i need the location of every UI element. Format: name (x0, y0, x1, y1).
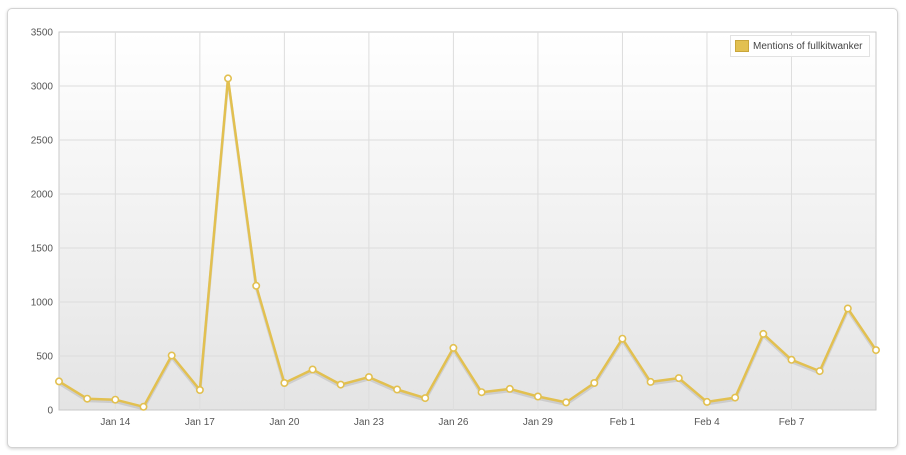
data-point[interactable] (280, 378, 289, 387)
data-point[interactable] (139, 402, 148, 411)
y-tick-label: 500 (36, 352, 53, 363)
data-point[interactable] (336, 380, 345, 389)
y-tick-label: 3500 (31, 28, 54, 39)
data-point[interactable] (843, 304, 852, 313)
x-tick-label: Feb 4 (694, 417, 720, 428)
data-point[interactable] (393, 385, 402, 394)
x-tick-label: Feb 1 (610, 417, 636, 428)
x-tick-label: Jan 29 (523, 417, 553, 428)
legend: Mentions of fullkitwanker (730, 35, 870, 57)
data-point[interactable] (167, 351, 176, 360)
x-axis-ticks: Jan 14 Jan 17 Jan 20 Jan 23 Jan 26 Jan 29 Feb … (100, 417, 804, 428)
data-point[interactable] (54, 377, 63, 386)
data-point[interactable] (224, 74, 233, 83)
legend-swatch (735, 40, 749, 52)
x-tick-label: Jan 17 (185, 417, 215, 428)
data-point[interactable] (590, 378, 599, 387)
data-point[interactable] (505, 384, 514, 393)
data-point[interactable] (815, 367, 824, 376)
y-tick-label: 2000 (31, 190, 54, 201)
x-tick-label: Jan 23 (354, 417, 384, 428)
data-point[interactable] (731, 393, 740, 402)
data-point[interactable] (364, 373, 373, 382)
x-tick-label: Jan 14 (100, 417, 130, 428)
data-point[interactable] (308, 365, 317, 374)
y-tick-label: 3000 (31, 82, 54, 93)
data-point[interactable] (871, 346, 880, 355)
data-point[interactable] (111, 395, 120, 404)
y-tick-label: 1500 (31, 244, 54, 255)
data-point[interactable] (618, 334, 627, 343)
data-point[interactable] (674, 374, 683, 383)
plot-area (58, 31, 877, 411)
series-line (58, 77, 878, 409)
data-point[interactable] (533, 392, 542, 401)
grid-lines (59, 32, 876, 410)
data-point[interactable] (646, 377, 655, 386)
data-point[interactable] (702, 397, 711, 406)
data-point[interactable] (252, 281, 261, 290)
y-tick-label: 2500 (31, 136, 54, 147)
x-tick-label: Jan 26 (438, 417, 468, 428)
data-point[interactable] (477, 388, 486, 397)
data-point[interactable] (787, 355, 796, 364)
data-point[interactable] (759, 329, 768, 338)
series-mentions (54, 74, 880, 411)
y-tick-label: 1000 (31, 298, 54, 309)
x-tick-label: Jan 20 (269, 417, 299, 428)
data-point[interactable] (562, 398, 571, 407)
data-point[interactable] (195, 385, 204, 394)
y-tick-label: 0 (47, 406, 53, 417)
y-axis-ticks: 0 500 1000 1500 2000 2500 3000 3500 (31, 28, 54, 417)
x-tick-label: Feb 7 (779, 417, 805, 428)
legend-label: Mentions of fullkitwanker (753, 40, 863, 52)
data-point[interactable] (449, 343, 458, 352)
data-point[interactable] (83, 394, 92, 403)
data-point[interactable] (421, 394, 430, 403)
